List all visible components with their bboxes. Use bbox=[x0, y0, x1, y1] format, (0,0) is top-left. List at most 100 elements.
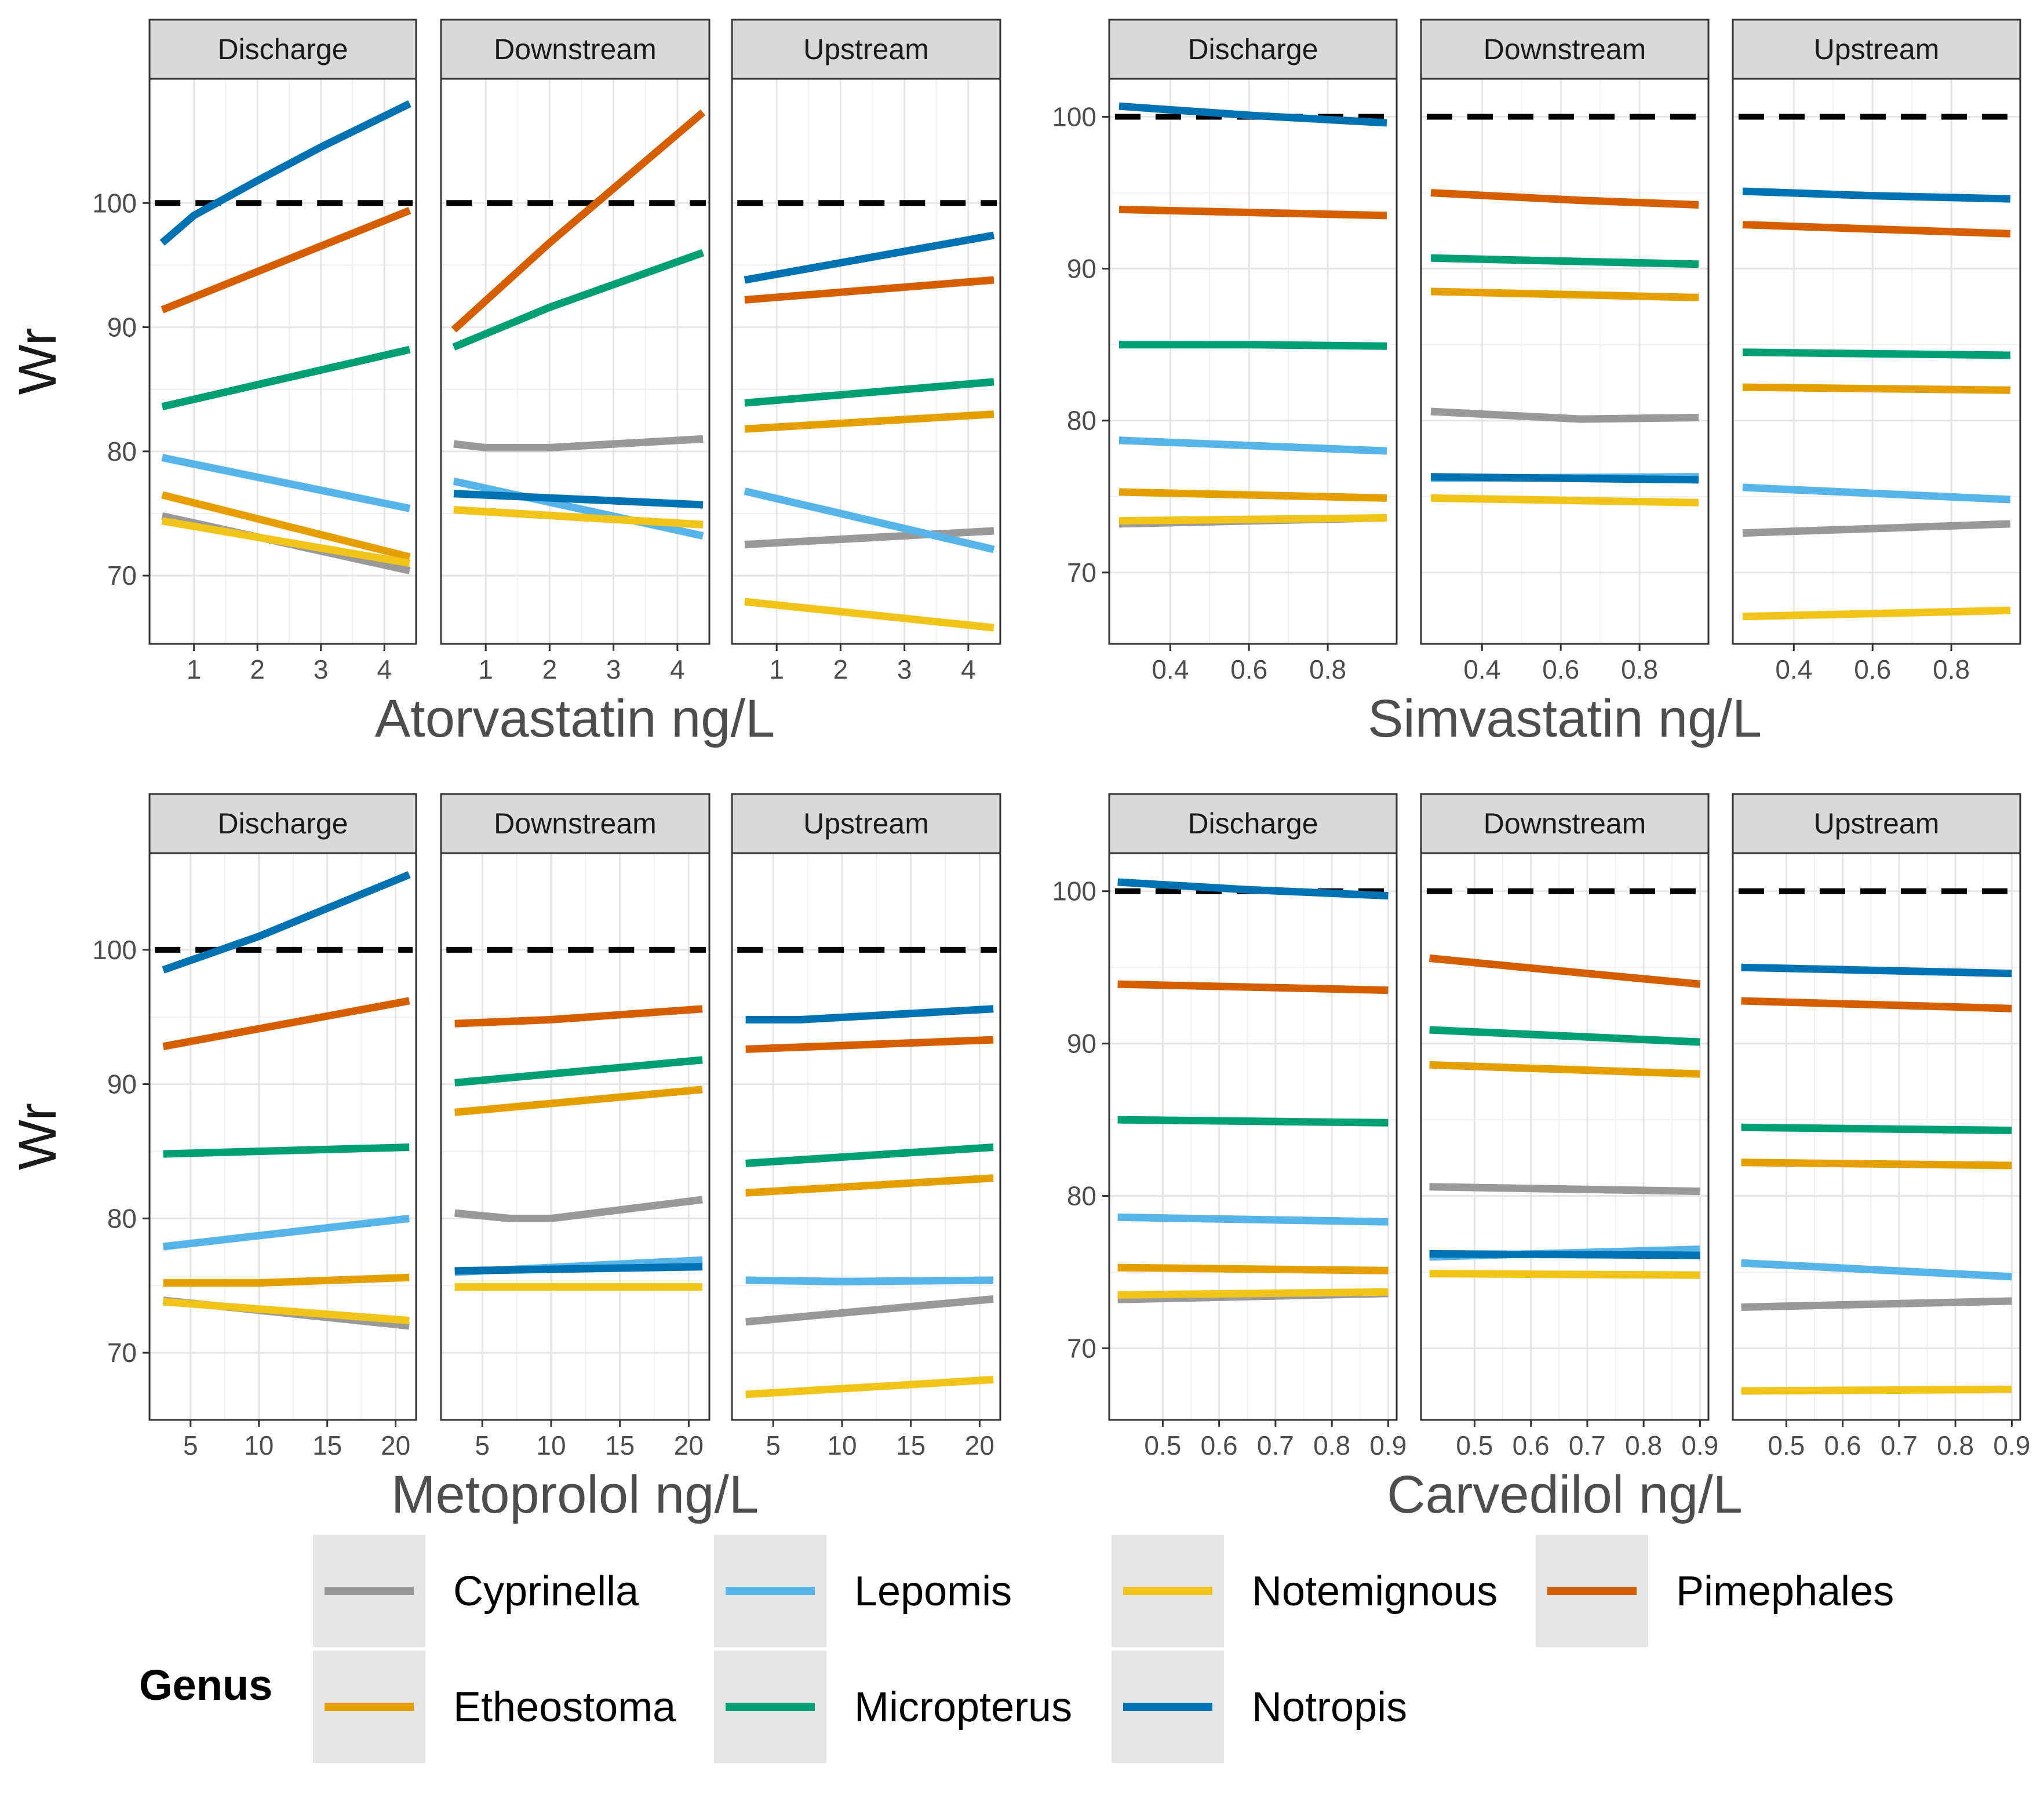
series-line-pimephales bbox=[451, 109, 706, 333]
facet-strip bbox=[1420, 793, 1710, 854]
x-tick-label: 10 bbox=[536, 1430, 566, 1460]
facet-strip-label: Downstream bbox=[494, 807, 657, 840]
series-line-notemignous bbox=[453, 506, 704, 529]
panel-border bbox=[1108, 852, 1398, 1421]
x-axis-label: Simvastatin ng/L bbox=[1368, 689, 1762, 748]
legend-label: Etheostoma bbox=[453, 1684, 676, 1731]
x-tick-label: 3 bbox=[606, 654, 621, 684]
x-tick-label: 20 bbox=[965, 1430, 994, 1460]
facet-strip bbox=[1732, 19, 2021, 80]
series-line-pimephales bbox=[161, 207, 411, 314]
panel-border bbox=[148, 78, 417, 645]
facet-downstream: Downstream 0.5 0.6 0.7 0.8 0.9 bbox=[1420, 793, 1718, 1460]
facet-strip-label: Upstream bbox=[803, 807, 929, 840]
x-tick-label: 0.8 bbox=[1309, 654, 1346, 684]
facet-strip-label: Discharge bbox=[217, 807, 348, 840]
series-line-notemignous bbox=[1741, 1385, 2012, 1395]
y-tick-label: 70 bbox=[107, 560, 137, 591]
x-tick-label: 0.4 bbox=[1775, 654, 1812, 684]
series-line-notropis bbox=[453, 490, 704, 509]
series-line-etheostoma bbox=[1430, 287, 1699, 301]
series-line-lepomis bbox=[162, 1214, 410, 1251]
series-line-lepomis bbox=[744, 487, 995, 553]
panel-border bbox=[148, 852, 417, 1421]
x-tick-label: 10 bbox=[244, 1430, 274, 1460]
series-line-notropis bbox=[1430, 473, 1699, 484]
y-tick-label: 90 bbox=[107, 1069, 137, 1099]
series-line-cyprinella bbox=[1742, 520, 2011, 537]
facet-strip-label: Upstream bbox=[803, 33, 929, 65]
series-line-lepomis bbox=[161, 454, 411, 512]
panel-border bbox=[440, 78, 711, 645]
x-tick-label: 0.6 bbox=[1201, 1430, 1238, 1460]
series-line-lepomis bbox=[1118, 436, 1387, 455]
series-line-cyprinella bbox=[745, 1295, 994, 1326]
panel-background bbox=[732, 79, 1000, 644]
y-tick-label: 90 bbox=[1067, 1029, 1096, 1059]
legend-label: Micropterus bbox=[854, 1684, 1072, 1731]
series-line-notropis bbox=[162, 871, 411, 974]
series-line-pimephales bbox=[1741, 997, 2012, 1012]
x-tick-label: 0.9 bbox=[1993, 1430, 2030, 1460]
x-axis-label: Atorvastatin ng/L bbox=[375, 689, 775, 748]
series-line-pimephales bbox=[1429, 954, 1701, 988]
facet-upstream: Upstream 1 2 3 4 bbox=[731, 19, 1001, 684]
series-line-cyprinella bbox=[454, 1196, 703, 1222]
y-tick-label: 80 bbox=[1067, 406, 1096, 436]
x-tick-label: 0.6 bbox=[1854, 654, 1891, 684]
x-tick-label: 0.4 bbox=[1463, 654, 1500, 684]
x-tick-label: 1 bbox=[769, 654, 784, 684]
facet-strip bbox=[1108, 793, 1398, 854]
series-line-notemignous bbox=[161, 517, 411, 567]
series-line-etheostoma bbox=[161, 491, 411, 561]
panel-border bbox=[731, 852, 1001, 1421]
x-tick-label: 0.5 bbox=[1144, 1430, 1181, 1460]
facet-downstream: Downstream 1 2 3 4 bbox=[440, 19, 711, 684]
series-line-micropterus bbox=[1429, 1026, 1700, 1046]
x-tick-label: 2 bbox=[250, 654, 265, 684]
series-line-pimephales bbox=[1742, 221, 2011, 238]
panel-border bbox=[1420, 78, 1710, 645]
facet-discharge: Discharge 5 10 15 20 70 80 90 100 bbox=[92, 793, 417, 1460]
series-line-cyprinella bbox=[1741, 1297, 2012, 1311]
facet-discharge: Discharge 1 2 3 4 70 80 90 100 bbox=[92, 19, 417, 684]
y-tick-label: 100 bbox=[92, 935, 137, 965]
x-tick-label: 10 bbox=[827, 1430, 857, 1460]
x-tick-label: 0.8 bbox=[1621, 654, 1658, 684]
series-line-notropis bbox=[1118, 102, 1387, 127]
facet-downstream: Downstream 0.4 0.6 0.8 bbox=[1420, 19, 1710, 684]
series-line-notropis bbox=[1741, 963, 2012, 978]
facet-strip-label: Discharge bbox=[217, 33, 348, 65]
panel-background bbox=[441, 853, 709, 1420]
facet-strip bbox=[731, 793, 1001, 854]
x-tick-label: 0.8 bbox=[1933, 654, 1970, 684]
series-line-micropterus bbox=[163, 1143, 410, 1158]
series-line-pimephales bbox=[1118, 205, 1387, 220]
panel-background bbox=[441, 79, 709, 644]
series-line-etheostoma bbox=[745, 1174, 994, 1197]
series-line-pimephales bbox=[1430, 189, 1699, 209]
panel-background bbox=[1421, 79, 1708, 644]
facet-strip bbox=[1420, 19, 1710, 80]
x-tick-label: 5 bbox=[475, 1430, 490, 1460]
x-tick-label: 0.6 bbox=[1824, 1430, 1861, 1460]
x-tick-label: 1 bbox=[187, 654, 202, 684]
x-axis-label: Carvedilol ng/L bbox=[1387, 1465, 1743, 1524]
y-tick-label: 90 bbox=[1067, 254, 1096, 284]
facet-strip bbox=[1732, 793, 2021, 854]
x-tick-label: 5 bbox=[183, 1430, 198, 1460]
x-tick-label: 0.7 bbox=[1881, 1430, 1918, 1460]
facet-discharge: Discharge 0.4 0.6 0.8 70 80 90 100 bbox=[1052, 19, 1398, 684]
x-tick-label: 2 bbox=[833, 654, 848, 684]
x-tick-label: 0.4 bbox=[1152, 654, 1189, 684]
facet-strip bbox=[148, 19, 417, 80]
series-line-notropis bbox=[744, 231, 995, 284]
panel-background bbox=[1109, 853, 1397, 1420]
legend-label: Notemignous bbox=[1252, 1568, 1498, 1615]
facet-strip bbox=[148, 793, 417, 854]
series-line-cyprinella bbox=[744, 527, 994, 549]
series-line-etheostoma bbox=[1742, 383, 2011, 394]
facet-strip-label: Downstream bbox=[1484, 33, 1646, 65]
series-line-notemignous bbox=[744, 598, 994, 632]
